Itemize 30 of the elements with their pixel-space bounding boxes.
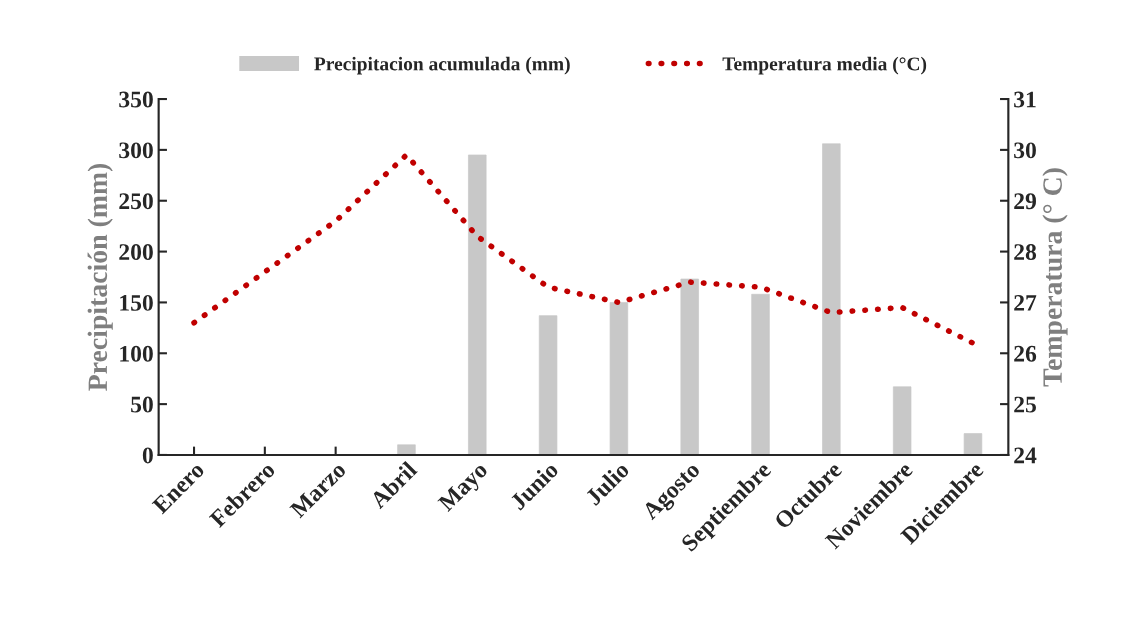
bar <box>822 143 841 455</box>
bar <box>751 293 770 455</box>
bar <box>538 315 558 455</box>
y-tick-label: 350 <box>119 91 153 108</box>
bar <box>468 154 487 455</box>
y2-axis-title: Temperatura (° C) <box>1042 168 1068 387</box>
y-tick-label: 50 <box>131 396 153 413</box>
bar <box>963 433 983 455</box>
legend-label: Temperatura media (°C) <box>722 56 927 75</box>
bar <box>680 278 699 455</box>
y2-tick-label: 28 <box>1014 244 1037 260</box>
y-tick-label: 150 <box>120 294 153 311</box>
bar <box>892 386 912 455</box>
bar <box>609 302 629 455</box>
y-tick-label: 250 <box>119 193 153 210</box>
y2-tick-label: 24 <box>1014 447 1037 464</box>
y2-tick-label: 26 <box>1014 345 1037 362</box>
y-tick-label: 200 <box>119 244 153 260</box>
bar <box>397 444 416 455</box>
y2-tick-label: 30 <box>1014 142 1036 159</box>
y-axis-title: Precipitación (mm) <box>87 163 113 391</box>
x-tick-label: Julio <box>584 460 631 507</box>
y2-tick-label: 27 <box>1014 294 1037 311</box>
y2-tick-label: 25 <box>1014 396 1036 413</box>
y2-tick-label: 29 <box>1014 193 1036 210</box>
y-tick-label: 0 <box>142 447 153 464</box>
legend-label: Precipitacion acumulada (mm) <box>314 56 570 75</box>
y-tick-label: 100 <box>120 345 153 362</box>
y2-tick-label: 31 <box>1014 91 1036 108</box>
y-tick-label: 300 <box>119 142 153 159</box>
